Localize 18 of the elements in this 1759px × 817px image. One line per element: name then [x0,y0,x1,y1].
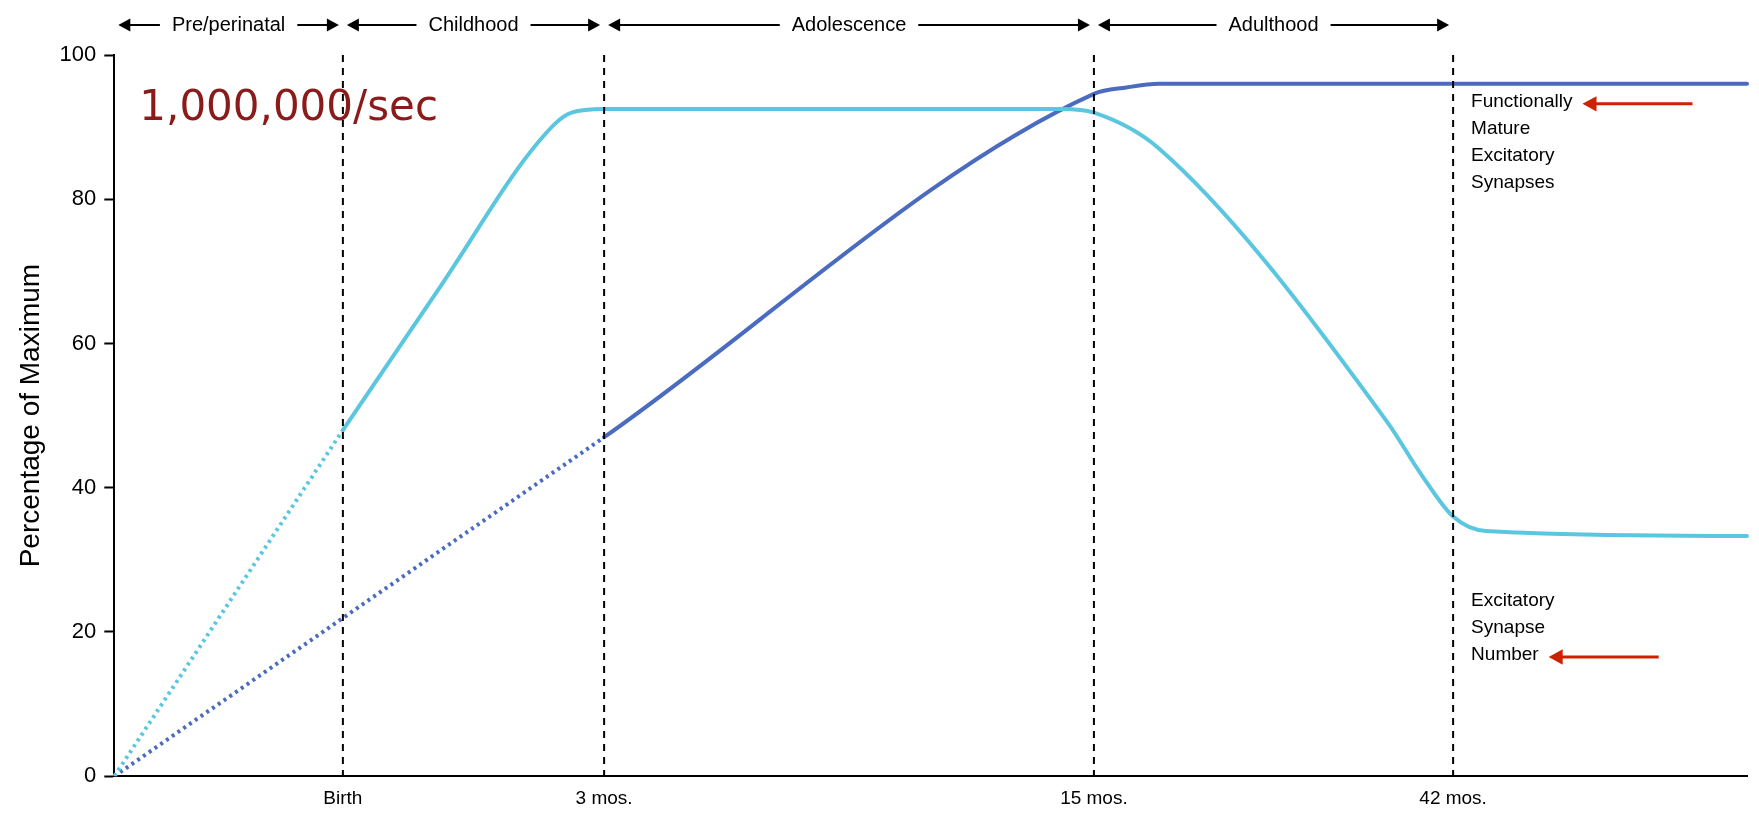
y-axis-title: Percentage of Maximum [13,263,45,568]
x-tick-label: 42 mos. [1419,786,1487,808]
text: Adolescence [791,12,907,35]
series-label: Functionally Mature Excitatory Synapses [1471,89,1573,192]
y-tick-label: 20 [71,618,97,644]
text: Pre/perinatal [171,12,286,35]
text: Excitatory Synapse Number [1471,588,1556,664]
text: Adulthood [1228,12,1319,35]
x-tick-label: 3 mos. [575,786,633,808]
annotation: 1,000,000/sec [139,81,439,130]
y-tick-label: 0 [84,762,97,788]
text: Childhood [428,12,519,35]
y-tick-label: 100 [59,41,97,67]
y-tick-label: 60 [71,329,97,355]
x-tick-label: 15 mos. [1060,786,1128,808]
x-tick-label: Birth [323,786,363,808]
y-tick-label: 80 [71,185,97,211]
y-tick-label: 40 [71,473,97,499]
